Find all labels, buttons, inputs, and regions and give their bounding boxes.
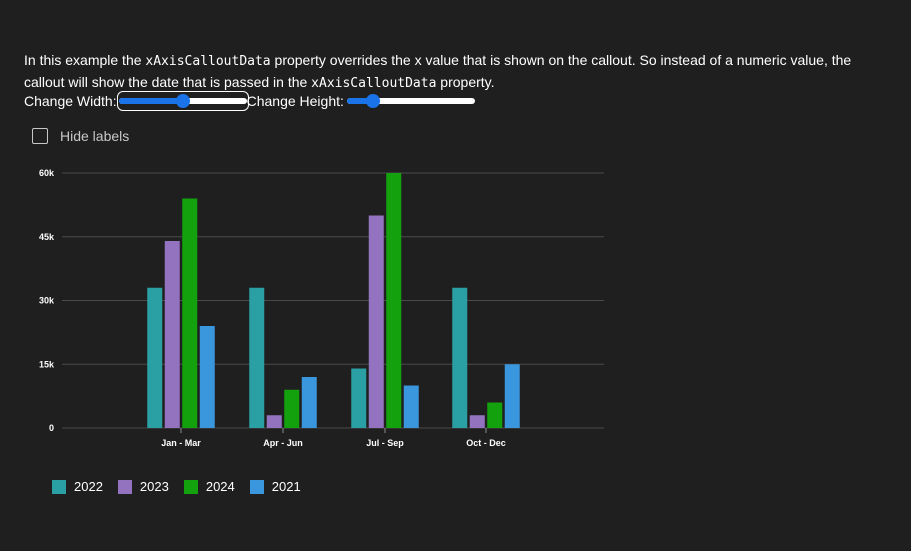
- legend-item[interactable]: 2022: [52, 479, 103, 494]
- legend-swatch: [249, 479, 264, 494]
- bar: [147, 287, 163, 428]
- description-text: In this example the xAxisCalloutData pro…: [24, 50, 884, 94]
- x-tick-label: Apr - Jun: [263, 438, 303, 448]
- height-slider[interactable]: [346, 93, 475, 109]
- width-slider-thumb[interactable]: [175, 94, 190, 108]
- description-part2: property overrides the x value that is s…: [24, 52, 852, 90]
- description-part1: In this example the: [24, 52, 146, 68]
- size-controls: Change Width: Change Height:: [24, 91, 475, 111]
- description-code2: xAxisCalloutData: [311, 76, 437, 91]
- legend-label: 2021: [271, 479, 301, 494]
- legend-item[interactable]: 2021: [249, 479, 301, 494]
- x-tick-label: Oct - Dec: [466, 438, 506, 448]
- bar: [487, 402, 503, 428]
- bar: [182, 198, 198, 428]
- description-part3: property.: [436, 74, 495, 90]
- hide-labels-checkbox[interactable]: [32, 128, 48, 144]
- bar: [386, 173, 402, 428]
- legend-swatch: [52, 479, 66, 494]
- bar: [284, 389, 300, 428]
- height-label: Change Height:: [246, 93, 344, 109]
- legend-swatch: [117, 479, 132, 494]
- legend-item[interactable]: 2023: [117, 479, 169, 494]
- legend-label: 2024: [205, 479, 235, 494]
- bar: [266, 415, 282, 428]
- y-tick-label: 15k: [39, 359, 55, 369]
- legend-swatch: [183, 479, 198, 494]
- bar: [403, 385, 419, 428]
- height-slider-track: [346, 98, 475, 104]
- height-slider-thumb[interactable]: [365, 94, 380, 108]
- bar: [469, 415, 485, 428]
- bar: [199, 326, 215, 428]
- bar: [249, 287, 265, 428]
- legend-item[interactable]: 2024: [183, 479, 235, 494]
- chart-legend: 2022 2023 2024 2021: [52, 479, 316, 494]
- bar: [301, 377, 317, 428]
- y-tick-label: 30k: [39, 296, 55, 306]
- hide-labels-label: Hide labels: [60, 128, 130, 144]
- hide-labels-row[interactable]: Hide labels: [32, 128, 129, 144]
- width-label: Change Width:: [24, 93, 117, 109]
- y-tick-label: 45k: [39, 232, 55, 242]
- x-tick-label: Jan - Mar: [161, 438, 201, 448]
- bar: [368, 215, 384, 428]
- width-slider-fill: [118, 98, 183, 104]
- height-slider-fill: [346, 98, 373, 104]
- bar: [351, 368, 367, 428]
- legend-label: 2022: [74, 479, 103, 494]
- x-tick-label: Jul - Sep: [366, 438, 404, 448]
- bar: [504, 364, 520, 428]
- description-code1: xAxisCalloutData: [145, 54, 271, 69]
- legend-label: 2023: [139, 479, 169, 494]
- y-tick-label: 0: [49, 423, 54, 433]
- width-slider[interactable]: [116, 91, 249, 111]
- bar: [164, 241, 180, 428]
- y-tick-label: 60k: [39, 168, 55, 178]
- bar: [452, 287, 468, 428]
